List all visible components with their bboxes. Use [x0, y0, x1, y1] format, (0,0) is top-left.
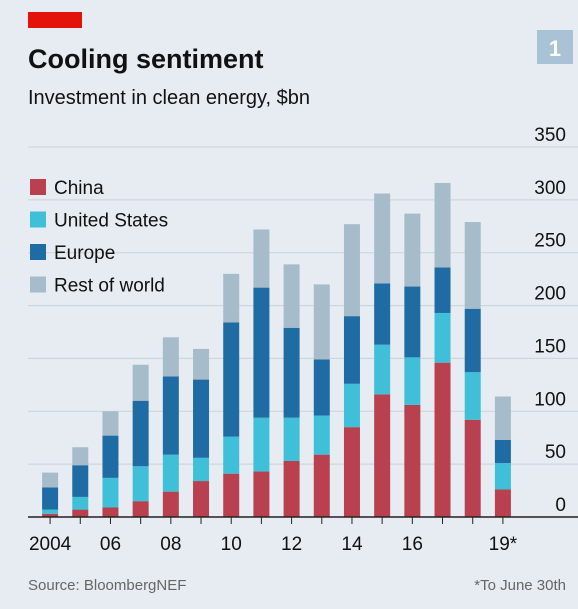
bar-segment — [42, 513, 59, 517]
bar-segment — [42, 472, 59, 488]
bar-segment — [343, 383, 360, 428]
y-tick-label: 200 — [534, 284, 566, 305]
bar-segment — [72, 496, 89, 510]
bar-segment — [193, 348, 210, 380]
bar-segment — [253, 471, 270, 517]
bar-segment — [223, 473, 240, 517]
bar-segment — [434, 267, 451, 313]
legend-label: United States — [54, 211, 168, 232]
chart-title: Cooling sentiment — [28, 44, 264, 74]
chart-subtitle: Investment in clean energy, $bn — [28, 87, 310, 109]
x-tick-label: 10 — [221, 534, 242, 555]
y-tick-label: 350 — [534, 125, 566, 146]
bar-segment — [162, 337, 179, 377]
bar-segment — [374, 344, 391, 395]
bar-segment — [464, 372, 481, 420]
bar-segment — [102, 477, 119, 508]
bar-segment — [283, 460, 300, 517]
bar-segment — [253, 417, 270, 472]
bar-segment — [464, 222, 481, 309]
bar-segment — [253, 229, 270, 288]
y-tick-label: 0 — [555, 495, 566, 516]
bar-segment — [132, 501, 149, 517]
bar-segment — [404, 286, 421, 358]
bar-segment — [102, 435, 119, 478]
y-tick-label: 50 — [545, 442, 566, 463]
x-tick-label: 08 — [160, 534, 181, 555]
bar-segment — [374, 193, 391, 284]
bar-segment — [223, 436, 240, 474]
bar-segment — [494, 439, 511, 464]
bar-segment — [404, 357, 421, 405]
bar-segment — [494, 463, 511, 490]
bar-segment — [72, 465, 89, 497]
legend-label: Rest of world — [54, 276, 165, 297]
y-tick-label: 300 — [534, 178, 566, 199]
bar-segment — [193, 481, 210, 517]
bar-segment — [162, 454, 179, 492]
bar-segment — [494, 396, 511, 440]
y-tick-label: 150 — [534, 336, 566, 357]
bar-segment — [464, 308, 481, 373]
bar-segment — [72, 509, 89, 517]
bar-segment — [132, 364, 149, 401]
bar-segment — [193, 379, 210, 458]
bar-segment — [374, 394, 391, 517]
legend-swatch — [30, 211, 46, 228]
bar-segment — [42, 509, 59, 514]
x-tick-label: 16 — [402, 534, 423, 555]
bar-segment — [223, 322, 240, 437]
bar-segment — [162, 491, 179, 517]
bar-segment — [283, 264, 300, 328]
footnote: *To June 30th — [474, 577, 566, 594]
bar-segment — [313, 415, 330, 455]
bar-segment — [253, 287, 270, 418]
bar-segment — [404, 404, 421, 517]
y-tick-label: 100 — [534, 389, 566, 410]
bar-segment — [313, 284, 330, 360]
legend-swatch — [30, 276, 46, 293]
badge-box — [537, 30, 573, 64]
bar-segment — [343, 224, 360, 317]
x-tick-label: 2004 — [29, 534, 72, 555]
bar-segment — [42, 487, 59, 510]
legend-swatch — [30, 179, 46, 195]
bar-segment — [343, 427, 360, 517]
bar-segment — [313, 454, 330, 517]
bar-segment — [494, 489, 511, 517]
bar-segment — [404, 213, 421, 287]
legend-label: Europe — [54, 243, 115, 264]
legend-label: China — [54, 178, 104, 199]
bar-segment — [132, 400, 149, 467]
bar-segment — [374, 283, 391, 345]
bar-segment — [434, 312, 451, 363]
bar-segment — [434, 182, 451, 268]
x-tick-label: 19* — [489, 534, 518, 555]
bar-segment — [464, 419, 481, 517]
bar-segment — [193, 457, 210, 482]
x-tick-label: 14 — [341, 534, 363, 555]
source: Source: BloombergNEF — [28, 577, 186, 594]
red-flag — [28, 12, 82, 28]
bar-segment — [223, 273, 240, 323]
bar-segment — [434, 362, 451, 517]
bar-segment — [283, 417, 300, 461]
bar-segment — [132, 466, 149, 502]
x-tick-label: 06 — [100, 534, 121, 555]
bar-segment — [162, 376, 179, 455]
bar-segment — [102, 411, 119, 436]
bar-segment — [313, 359, 330, 416]
bar-segment — [72, 447, 89, 466]
bar-segment — [102, 507, 119, 517]
x-tick-label: 12 — [281, 534, 302, 555]
bar-segment — [283, 327, 300, 418]
bar-segment — [343, 316, 360, 384]
y-tick-label: 250 — [534, 231, 566, 252]
legend-swatch — [30, 244, 46, 260]
badge: 1 — [549, 36, 561, 61]
